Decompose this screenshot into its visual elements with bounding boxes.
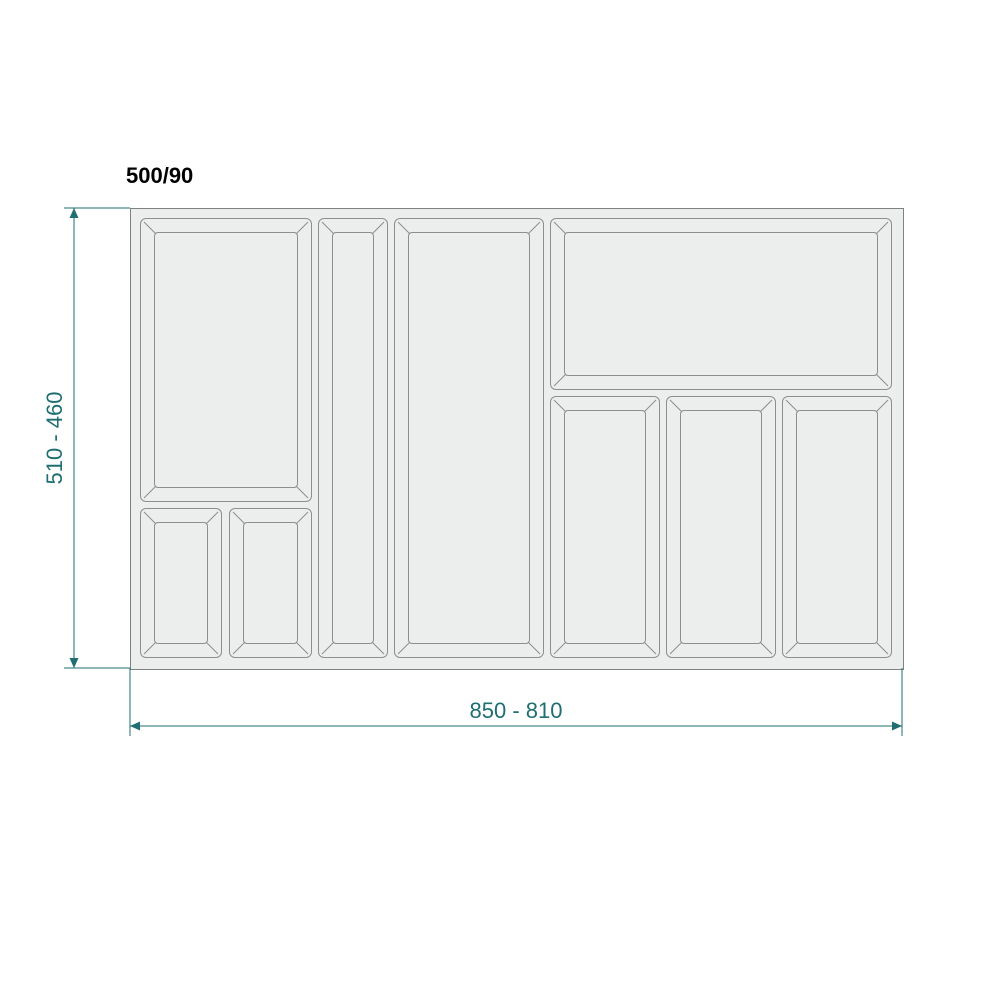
width-dimension-label: 850 - 810 [470,698,563,723]
height-dimension-label: 510 - 460 [42,392,67,485]
dimension-overlay: 850 - 810 510 - 460 [0,0,1000,1000]
